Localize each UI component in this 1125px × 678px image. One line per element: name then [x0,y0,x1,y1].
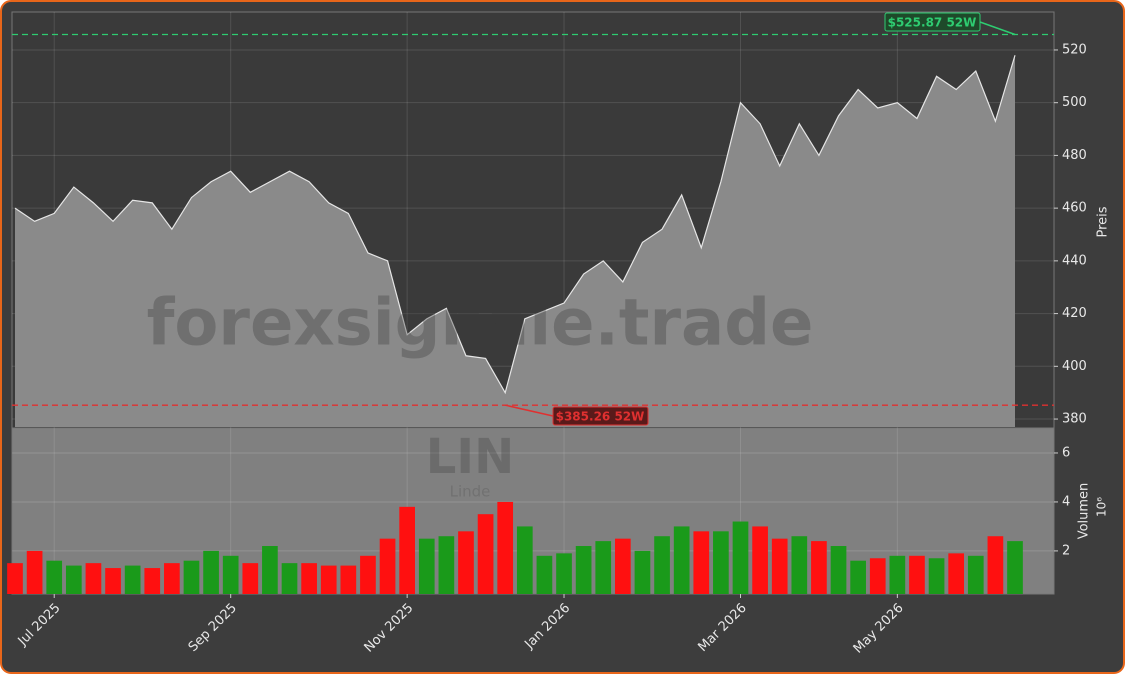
y-tick-label: 4 [1062,494,1070,509]
y-tick-label: 2 [1062,543,1070,558]
volume-bar [7,563,23,594]
y-tick-label: 460 [1062,201,1087,216]
volume-bar [262,546,278,594]
volume-bar [791,536,808,594]
y-tick-label: 6 [1062,445,1070,460]
volume-bar [987,536,1004,594]
volume-unit: 10⁶ [1095,497,1109,517]
y-tick-label: 380 [1062,412,1087,427]
volume-bar [928,558,945,594]
volume-bar [105,568,121,594]
volume-bar [889,555,906,594]
volume-bar [477,514,494,594]
y-tick-label: 480 [1062,148,1087,163]
volume-bar [536,555,553,594]
volume-bar [399,506,415,594]
volume-bar [183,560,200,594]
volume-bar [909,555,925,594]
volume-bar [418,538,435,594]
volume-bar [693,531,710,594]
y-tick-label: 520 [1062,42,1087,57]
annotation-label: $385.26 52W [556,410,645,424]
volume-bar [771,538,788,594]
volume-bar [203,550,219,594]
volume-bar [497,501,514,594]
watermark: forexsignale.trade [147,287,814,361]
volume-bar [713,531,729,594]
volume-bar [673,526,690,594]
volume-bar [615,538,631,594]
volume-bar [320,565,337,594]
y-tick-label: 500 [1062,95,1087,110]
plot-layer: 380 400 420 440 460 480 500 520 $525.87 52W $385.… [7,12,1087,657]
volume-bar [242,563,259,594]
volume-bar [575,546,592,594]
volume-bar [46,560,63,594]
annotation-arrow [979,21,1016,36]
annotation-box [884,12,981,32]
volume-bar [948,553,965,594]
volume-bar [164,563,180,594]
volume-bar [26,550,43,594]
y-tick-label: 420 [1062,306,1087,321]
y-tick-label: 400 [1062,359,1087,374]
volume-bar [458,531,474,594]
price-line [14,55,1016,395]
volume-axis-label: Volumen [1077,483,1092,540]
volume-bar [222,555,239,594]
volume-bar [379,538,396,594]
volume-bar [281,563,298,594]
annotation-label: $525.87 52W [888,16,977,30]
volume-bar [85,563,102,594]
y-tick-label: 440 [1062,253,1087,268]
annotation-arrow [505,404,554,417]
price-area [15,55,1015,428]
volume-bar [360,555,376,594]
volume-bar [438,536,455,594]
volume-bar [124,565,141,594]
volume-bar [144,568,161,594]
volume-bar [1007,541,1023,594]
volume-bar [340,565,357,594]
volume-bar [811,541,827,594]
watermark-symbol: LIN [426,429,515,485]
volume-bar [869,558,886,594]
volume-bar [967,555,984,594]
volume-bar [556,553,572,594]
volume-bar [830,546,847,594]
volume-bar [65,565,82,594]
volume-bar [850,560,866,594]
volume-bar [595,541,612,594]
volume-bar [634,550,651,594]
volume-bar [752,526,768,594]
volume-bar [301,563,317,594]
volume-bar [732,521,749,594]
volume-bar [654,536,670,594]
annotation-box [552,406,649,426]
y-axis-label: Preis [1096,206,1111,237]
volume-bar [516,526,533,594]
watermark-company: Linde [450,483,491,501]
